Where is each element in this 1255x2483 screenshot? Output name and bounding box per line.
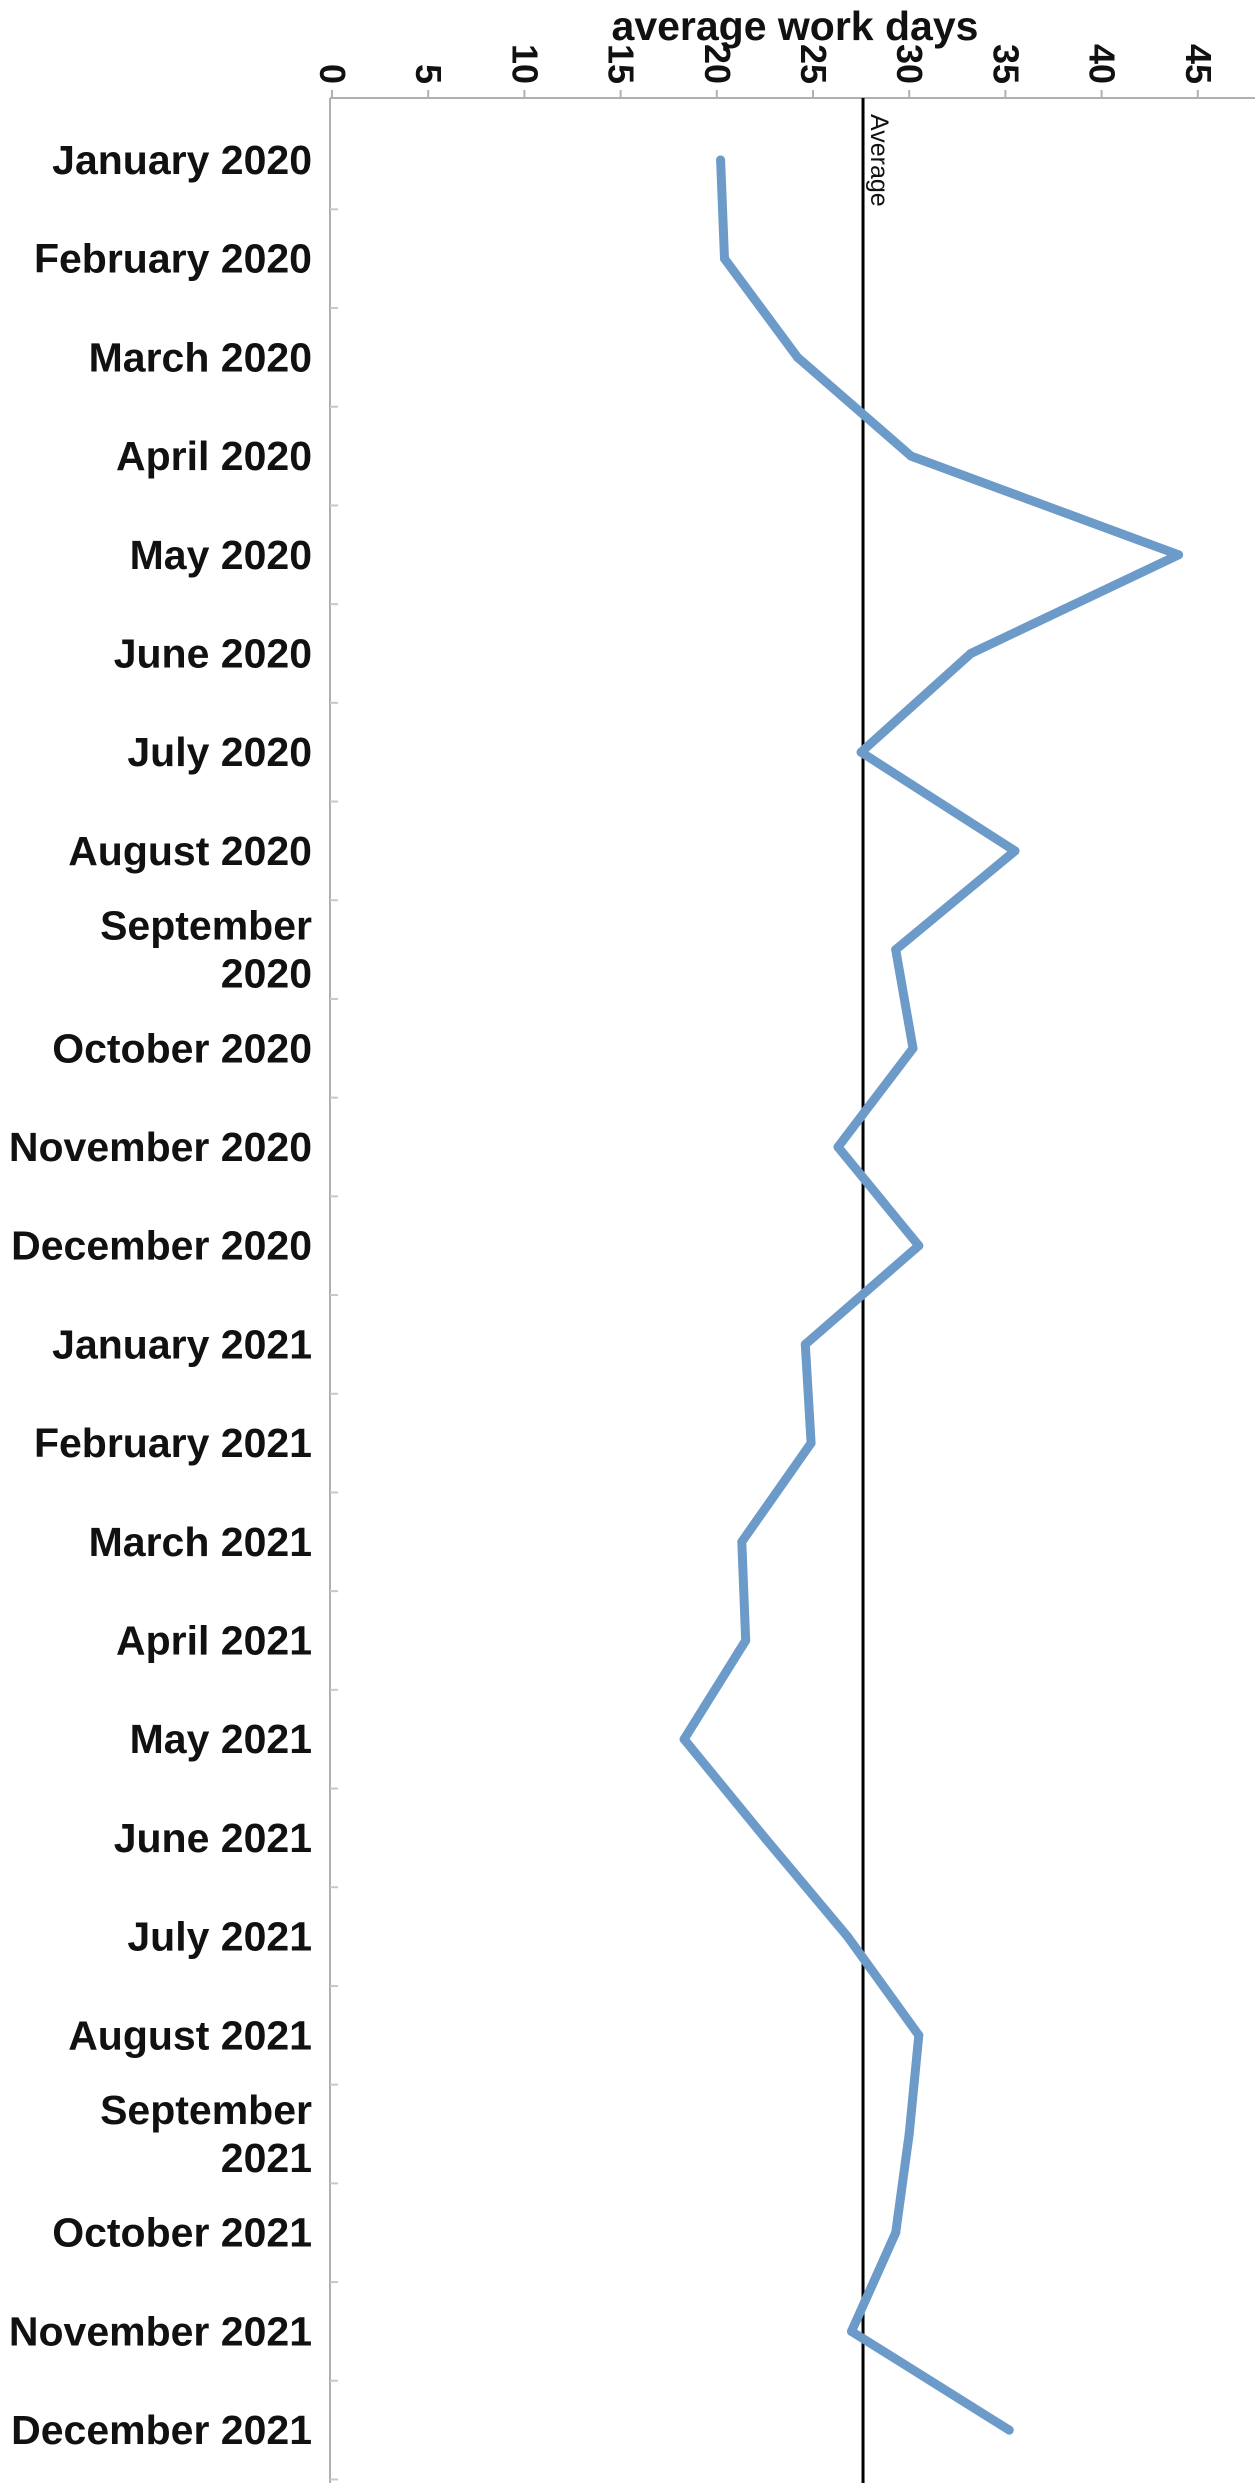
x-tick-label: 30 [889,44,930,84]
data-point [1010,846,1020,856]
y-category-label-text: July 2020 [127,729,312,775]
y-category-label: November 2020 [9,1124,312,1170]
y-category-label: October 2020 [52,1025,312,1071]
y-category-label: December 2020 [11,1223,312,1269]
x-tick-label: 40 [1082,44,1123,84]
data-point [891,2228,901,2238]
data-point [908,1043,918,1053]
y-category-label-text: May 2021 [130,1716,312,1762]
y-category-label-text: June 2021 [114,1815,312,1861]
x-tick-label: 45 [1178,44,1219,84]
data-point [847,2326,856,2336]
y-category-label: February 2020 [34,236,312,282]
y-category-label-text: February 2020 [34,236,312,282]
y-category-label-line: 2020 [221,951,312,997]
y-category-label: November 2021 [9,2308,312,2354]
y-category-label: April 2020 [116,433,312,479]
y-category-label-text: March 2020 [89,334,312,380]
data-point [760,1833,770,1843]
y-category-label-line: September [100,903,312,949]
y-category-label-text: October 2020 [52,1025,312,1071]
data-point [679,1734,689,1744]
y-category-label-text: December 2020 [11,1223,312,1269]
x-tick-label: 10 [504,44,545,84]
y-category-label-text: June 2020 [114,631,312,677]
y-category-label-text: November 2021 [9,2308,312,2354]
y-category-label: March 2021 [89,1519,312,1565]
y-category-label-line: September [100,2087,312,2133]
y-category-label-text: October 2021 [52,2210,312,2256]
y-category-label: March 2020 [89,334,312,380]
series-layer [679,155,1184,2435]
data-point [800,1339,810,1349]
y-category-label: August 2021 [68,2012,312,2058]
y-category-label: August 2020 [68,828,312,874]
data-point [843,1932,853,1942]
y-category-label: April 2021 [116,1618,312,1664]
y-category-label-text: April 2021 [116,1618,312,1664]
x-tick-label: 25 [793,44,834,84]
data-point [904,2129,914,2139]
y-category-label-line: 2021 [221,2135,312,2181]
data-point [906,451,916,461]
data-point [737,1537,747,1547]
data-point [741,1636,751,1645]
data-point [914,1241,924,1251]
data-point [966,649,976,658]
x-tick-label: 35 [985,44,1026,84]
y-category-label: December 2021 [11,2407,312,2453]
data-point [806,1438,816,1448]
x-tick-label: 15 [601,44,642,84]
y-category-label: June 2020 [114,631,312,677]
y-category-label: October 2021 [52,2210,312,2256]
x-tick-label: 20 [697,44,738,84]
average-reference-label: Average [865,114,893,207]
x-axis: 0 5 10 15 20 25 30 35 40 45 [312,44,1219,98]
y-category-label: February 2021 [34,1420,312,1466]
y-category-label: January 2021 [52,1321,312,1367]
y-category-label: May 2021 [130,1716,312,1762]
y-category-label-text: January 2021 [52,1321,312,1367]
data-point [1174,550,1184,560]
x-axis-title: average work days [612,3,979,49]
data-point [1004,2425,1014,2435]
y-category-label-text: November 2020 [9,1124,312,1170]
data-point [720,254,729,264]
y-category-label: June 2021 [114,1815,312,1861]
data-point [716,155,726,165]
x-tick-label: 0 [312,64,353,84]
y-category-label-text: March 2021 [89,1519,312,1565]
y-category-label-text: May 2020 [130,532,312,578]
y-category-label: July 2021 [127,1914,312,1960]
y-axis: January 2020 February 2020 March 2020 April… [9,137,338,2481]
y-category-label-text: December 2021 [11,2407,312,2453]
data-point [914,2030,924,2040]
data-point [833,1142,843,1152]
data-point [856,747,866,757]
y-category-label-text: July 2021 [127,1914,312,1960]
y-category-label: July 2020 [127,729,312,775]
y-category-label-text: January 2020 [52,137,312,183]
y-category-label: January 2020 [52,137,312,183]
y-category-label: May 2020 [130,532,312,578]
data-point [891,945,901,955]
y-category-label-text: August 2020 [68,828,312,874]
data-point [793,352,803,362]
series-line [679,155,1184,2435]
y-category-label-text: February 2021 [34,1420,312,1466]
y-category-label-text: August 2021 [68,2012,312,2058]
x-tick-label: 5 [408,64,449,84]
y-category-label-text: April 2020 [116,433,312,479]
